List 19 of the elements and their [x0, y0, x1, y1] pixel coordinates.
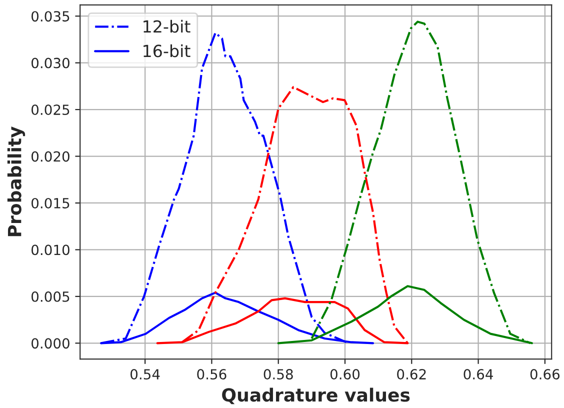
y-tick-label: 0.035 — [32, 11, 70, 22]
x-tick-label: 0.58 — [264, 369, 293, 380]
y-tick-label: 0.000 — [32, 338, 70, 349]
y-tick-label: 0.030 — [32, 58, 70, 68]
y-tick-label: 0.005 — [32, 291, 70, 302]
x-tick-label: 0.62 — [397, 369, 426, 380]
legend-label: 16-bit — [144, 44, 190, 58]
y-tick-label: 0.025 — [32, 104, 70, 116]
x-axis-title: Quadrature values — [222, 388, 410, 404]
y-tick-label: 0.010 — [32, 244, 70, 256]
x-tick-label: 0.56 — [197, 369, 226, 380]
legend-label: 12-bit — [144, 20, 190, 33]
y-tick-label: 0.015 — [32, 198, 70, 208]
x-tick-label: 0.66 — [530, 369, 560, 380]
x-tick-label: 0.64 — [464, 369, 493, 380]
y-axis-title: Probability — [7, 126, 26, 236]
x-tick-label: 0.54 — [130, 369, 160, 380]
x-tick-label: 0.60 — [330, 369, 360, 380]
y-tick-label: 0.020 — [32, 151, 70, 162]
